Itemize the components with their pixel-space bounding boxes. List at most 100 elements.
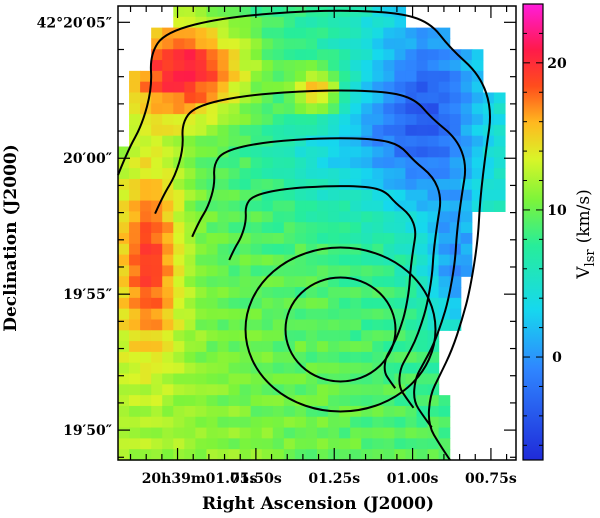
heatmap-cell (294, 135, 307, 148)
heatmap-cell (118, 222, 130, 234)
heatmap-cell (317, 233, 329, 245)
heatmap-cell (328, 373, 340, 385)
heatmap-cell (449, 114, 462, 126)
heatmap-cell (272, 6, 285, 18)
heatmap-cell (217, 308, 230, 321)
heatmap-cell (261, 60, 274, 72)
heatmap-cell (427, 200, 440, 212)
heatmap-cell (438, 265, 451, 277)
heatmap-cell (250, 416, 263, 429)
heatmap-cell (294, 157, 307, 169)
heatmap-cell (383, 27, 395, 40)
heatmap-cell (283, 319, 296, 331)
heatmap-cell (261, 103, 274, 115)
heatmap-cell (438, 395, 451, 407)
heatmap-cell (173, 449, 185, 461)
heatmap-cell (118, 384, 130, 396)
heatmap-cell (217, 297, 230, 310)
heatmap-cell (372, 233, 384, 245)
heatmap-cell (206, 265, 219, 277)
heatmap-cell (449, 92, 462, 104)
heatmap-cell (195, 405, 208, 418)
heatmap-cell (239, 16, 252, 29)
heatmap-cell (449, 70, 462, 83)
heatmap-cell (383, 168, 395, 180)
heatmap-cell (239, 373, 252, 385)
contour-lines (117, 9, 491, 461)
heatmap-cell (427, 362, 440, 375)
heatmap-cell (206, 287, 219, 299)
heatmap-cell (173, 416, 185, 429)
heatmap-cell (427, 211, 440, 223)
heatmap-cell (228, 351, 241, 364)
heatmap-cell (305, 200, 318, 212)
heatmap-cell (317, 287, 329, 299)
heatmap-cell (184, 211, 196, 223)
heatmap-cell (162, 189, 174, 202)
heatmap-cell (228, 254, 241, 267)
heatmap-cell (140, 330, 152, 342)
heatmap-cell (217, 16, 230, 29)
heatmap-cell (250, 265, 263, 277)
heatmap-cell (129, 168, 141, 180)
heatmap-cell (129, 124, 141, 137)
heatmap-cell (228, 70, 241, 83)
heatmap-cell (361, 373, 373, 385)
heatmap-cell (339, 103, 351, 115)
heatmap-cell (261, 114, 274, 126)
heatmap-cell (162, 373, 174, 385)
heatmap-cell (140, 384, 152, 396)
heatmap-cell (261, 287, 274, 299)
heatmap-cell (195, 265, 208, 277)
colorbar-tick-label: 20 (547, 56, 567, 72)
heatmap-cell (261, 27, 274, 40)
heatmap-cell (328, 189, 340, 202)
heatmap-cell (328, 27, 340, 40)
contour-line (154, 89, 467, 428)
heatmap-cell (239, 103, 252, 115)
heatmap-cell (305, 362, 318, 375)
heatmap-cell (449, 168, 462, 180)
heatmap-cell (228, 6, 241, 18)
heatmap-cell (328, 38, 340, 50)
heatmap-cell (129, 373, 141, 385)
heatmap-cell (162, 362, 174, 375)
heatmap-cell (250, 16, 263, 29)
heatmap-cell (162, 341, 174, 353)
heatmap-cell (228, 395, 241, 407)
heatmap-cell (317, 135, 329, 148)
heatmap-cell (206, 297, 219, 310)
heatmap-cell (460, 49, 473, 61)
heatmap-cell (460, 146, 473, 158)
heatmap-cell (493, 124, 506, 137)
heatmap-cell (140, 276, 152, 288)
heatmap-cell (184, 49, 196, 61)
heatmap-cell (416, 276, 429, 288)
heatmap-cell (129, 92, 141, 104)
heatmap-cell (195, 222, 208, 234)
heatmap-cell (493, 189, 506, 202)
heatmap-cell (261, 405, 274, 418)
heatmap-cell (250, 6, 263, 18)
heatmap-cell (416, 27, 429, 40)
heatmap-cell (317, 427, 329, 439)
heatmap-cell (449, 297, 462, 310)
x-tick-label: 01.25s (308, 471, 360, 487)
heatmap-cell (173, 438, 185, 450)
heatmap-cell (217, 70, 230, 83)
heatmap-cell (151, 319, 163, 331)
heatmap-cell (339, 211, 351, 223)
heatmap-cell (317, 362, 329, 375)
heatmap-cell (394, 233, 407, 245)
heatmap-cell (449, 103, 462, 115)
heatmap-cell (151, 168, 163, 180)
heatmap-cell (173, 49, 185, 61)
heatmap-cell (239, 233, 252, 245)
heatmap-cell (294, 70, 307, 83)
heatmap-cell (140, 81, 152, 94)
heatmap-cell (129, 449, 141, 461)
heatmap-cell (383, 103, 395, 115)
heatmap-cell (416, 254, 429, 267)
heatmap-cell (228, 427, 241, 439)
heatmap-cell (195, 157, 208, 169)
